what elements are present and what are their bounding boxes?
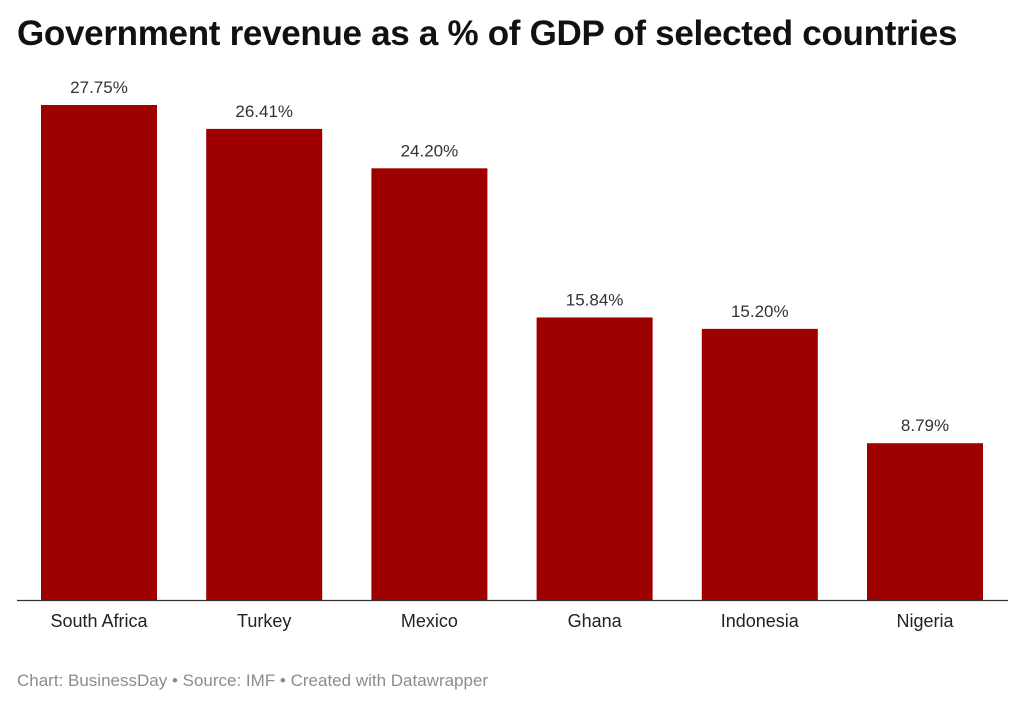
value-label: 8.79% — [901, 416, 949, 435]
category-label: Mexico — [401, 611, 458, 631]
chart-footer-credits: Chart: BusinessDay • Source: IMF • Creat… — [17, 671, 489, 690]
value-label: 27.75% — [70, 78, 128, 97]
labels-group: 27.75% South Africa 26.41% Turkey 24.20% Mexi… — [50, 78, 954, 631]
category-label: Turkey — [237, 611, 291, 631]
category-label: Ghana — [568, 611, 623, 631]
value-label: 24.20% — [401, 141, 459, 160]
value-label: 15.20% — [731, 302, 789, 321]
bar-mexico — [371, 168, 488, 600]
value-label: 26.41% — [235, 102, 293, 121]
bar-nigeria — [867, 443, 983, 600]
category-label: South Africa — [50, 611, 148, 631]
bar-ghana — [536, 317, 653, 600]
bar-south-africa — [41, 105, 157, 600]
bar-indonesia — [701, 328, 818, 600]
chart-title: Government revenue as a % of GDP of sele… — [17, 14, 958, 53]
bars-group — [41, 105, 983, 600]
category-label: Nigeria — [896, 611, 954, 631]
category-label: Indonesia — [721, 611, 800, 631]
value-label: 15.84% — [566, 290, 624, 309]
bar-turkey — [206, 128, 323, 600]
